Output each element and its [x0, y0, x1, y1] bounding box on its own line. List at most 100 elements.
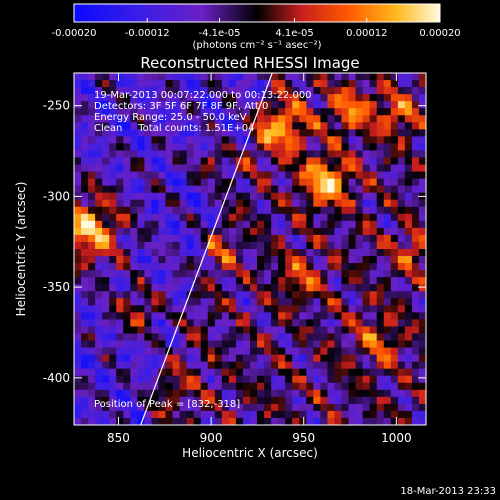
heatmap-cell: [327, 256, 335, 264]
heatmap-cell: [299, 94, 307, 102]
heatmap-cell: [235, 326, 244, 334]
heatmap-cell: [334, 389, 342, 398]
x-tick-label: 1000: [381, 431, 412, 445]
heatmap-cell: [235, 122, 244, 130]
heatmap-cell: [95, 87, 103, 95]
heatmap-cell: [376, 164, 385, 172]
heatmap-cell: [418, 298, 426, 306]
heatmap-cell: [404, 326, 413, 334]
heatmap-cell: [116, 340, 124, 348]
heatmap-cell: [313, 122, 321, 130]
heatmap-cell: [411, 333, 420, 341]
heatmap-cell: [214, 87, 223, 95]
heatmap-cell: [250, 284, 258, 292]
heatmap-cell: [264, 263, 272, 271]
heatmap-cell: [299, 305, 307, 313]
heatmap-cell: [250, 171, 258, 179]
heatmap-cell: [369, 375, 378, 384]
heatmap-cell: [292, 284, 300, 292]
heatmap-cell: [116, 94, 124, 102]
heatmap-cell: [250, 354, 258, 362]
heatmap-cell: [179, 396, 187, 405]
heatmap-cell: [95, 122, 103, 130]
heatmap-cell: [299, 410, 307, 419]
heatmap-cell: [116, 305, 124, 313]
heatmap-cell: [355, 375, 363, 384]
heatmap-cell: [278, 270, 286, 278]
heatmap-cell: [221, 263, 230, 271]
heatmap-cell: [102, 270, 110, 278]
heatmap-cell: [95, 410, 103, 419]
heatmap-cell: [397, 157, 406, 165]
heatmap-cell: [383, 354, 392, 362]
heatmap-cell: [383, 375, 392, 384]
heatmap-cell: [264, 143, 272, 151]
heatmap-cell: [257, 220, 265, 229]
heatmap-cell: [327, 227, 335, 236]
heatmap-cell: [81, 220, 89, 229]
heatmap-cell: [137, 213, 145, 222]
heatmap-cell: [221, 354, 230, 362]
heatmap-cell: [355, 241, 363, 250]
heatmap-cell: [327, 319, 335, 327]
heatmap-cell: [411, 94, 420, 102]
heatmap-cell: [362, 108, 370, 116]
heatmap-cell: [109, 249, 117, 257]
heatmap-cell: [200, 410, 209, 419]
heatmap-cell: [313, 270, 321, 278]
heatmap-cell: [158, 185, 166, 193]
heatmap-cell: [362, 136, 370, 144]
heatmap-cell: [144, 291, 152, 299]
heatmap-cell: [214, 249, 223, 257]
heatmap-cell: [186, 361, 194, 369]
heatmap-cell: [207, 284, 216, 292]
heatmap-cell: [306, 157, 314, 165]
heatmap-cell: [221, 284, 230, 292]
heatmap-cell: [130, 122, 138, 130]
heatmap-cell: [179, 94, 187, 102]
heatmap-cell: [172, 277, 180, 285]
heatmap-cell: [186, 263, 194, 271]
heatmap-cell: [186, 277, 194, 285]
heatmap-cell: [144, 192, 152, 201]
heatmap-cell: [334, 150, 342, 158]
heatmap-cell: [74, 382, 82, 391]
heatmap-cell: [299, 213, 307, 222]
heatmap-cell: [207, 220, 216, 229]
heatmap-cell: [172, 298, 180, 306]
heatmap-cell: [341, 354, 349, 362]
heatmap-cell: [278, 87, 286, 95]
heatmap-cell: [214, 136, 223, 144]
heatmap-cell: [165, 256, 173, 264]
heatmap-cell: [327, 354, 335, 362]
heatmap-cell: [158, 382, 166, 391]
heatmap-cell: [355, 368, 363, 377]
heatmap-cell: [130, 375, 138, 384]
heatmap-cell: [250, 220, 258, 229]
heatmap-cell: [404, 94, 413, 102]
heatmap-cell: [285, 410, 293, 419]
heatmap-cell: [369, 73, 378, 81]
heatmap-cell: [102, 150, 110, 158]
heatmap-cell: [179, 291, 187, 299]
heatmap-cell: [264, 270, 272, 278]
heatmap-cell: [404, 319, 413, 327]
heatmap-cell: [109, 319, 117, 327]
heatmap-cell: [376, 185, 385, 193]
heatmap-cell: [228, 234, 237, 243]
heatmap-cell: [397, 101, 406, 109]
heatmap-cell: [397, 256, 406, 264]
heatmap-cell: [369, 249, 378, 257]
heatmap-cell: [235, 312, 244, 320]
heatmap-cell: [200, 305, 209, 313]
heatmap-cell: [397, 284, 406, 292]
heatmap-cell: [151, 115, 159, 123]
heatmap-cell: [116, 87, 124, 95]
heatmap-cell: [200, 80, 209, 88]
heatmap-cell: [285, 87, 293, 95]
heatmap-cell: [327, 122, 335, 130]
heatmap-cell: [116, 171, 124, 179]
heatmap-cell: [320, 129, 328, 137]
heatmap-cell: [292, 199, 300, 208]
heatmap-cell: [404, 249, 413, 257]
